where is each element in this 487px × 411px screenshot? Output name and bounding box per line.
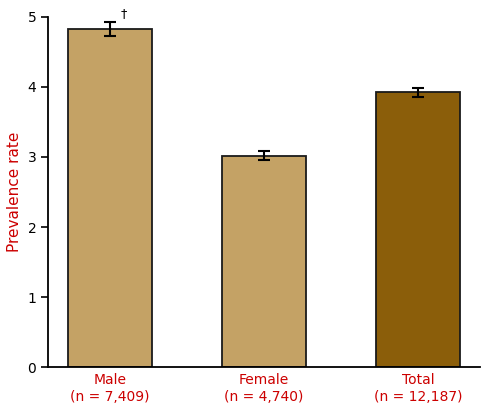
Bar [222, 155, 306, 367]
Text: †: † [121, 7, 127, 20]
Bar [68, 29, 152, 367]
Y-axis label: Prevalence rate: Prevalence rate [7, 132, 22, 252]
Bar [376, 92, 460, 367]
